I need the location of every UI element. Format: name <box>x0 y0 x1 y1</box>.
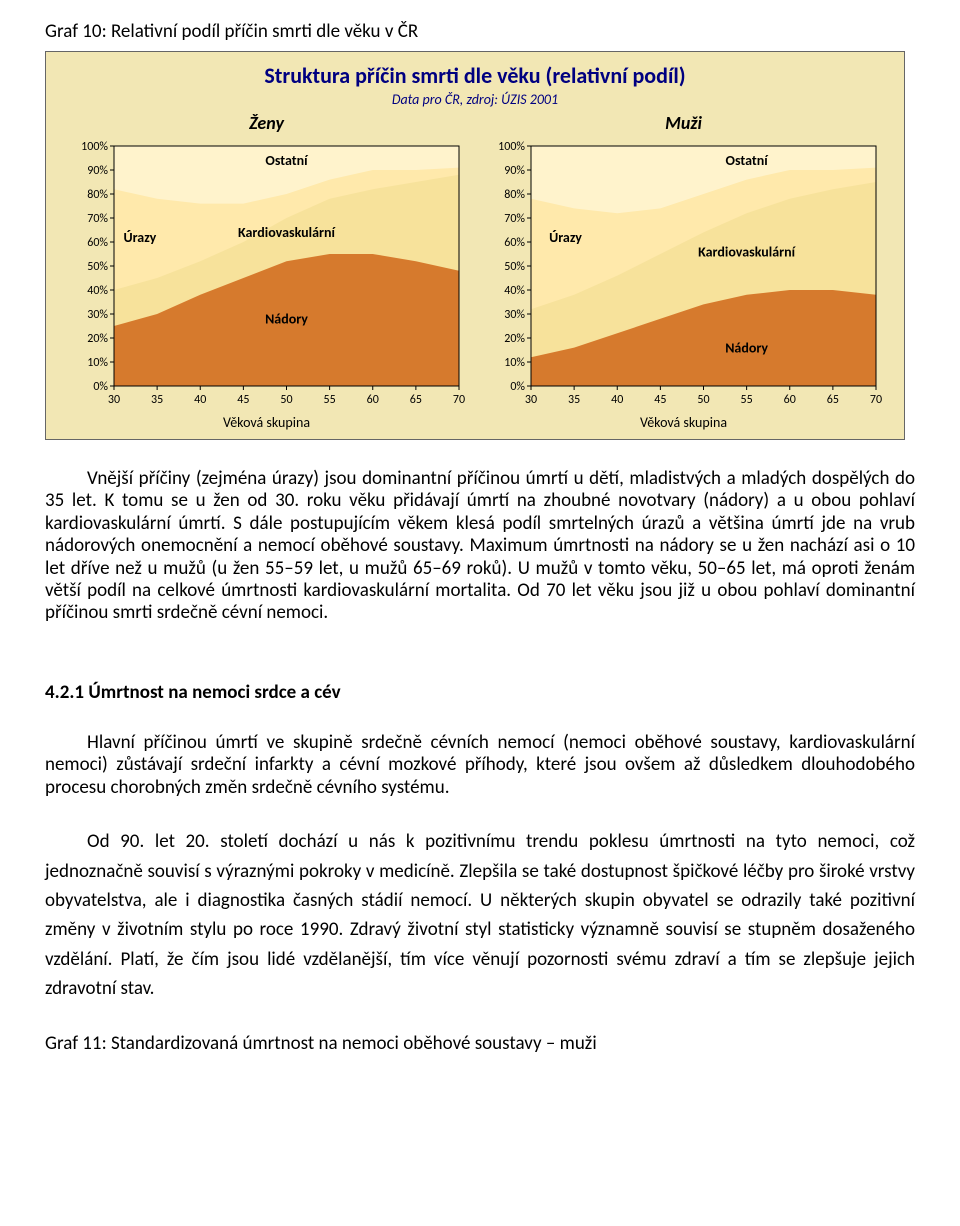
svg-text:60: 60 <box>367 393 379 407</box>
svg-text:55: 55 <box>324 393 336 407</box>
figure-title: Struktura příčin smrti dle věku (relativ… <box>56 62 894 89</box>
svg-text:10%: 10% <box>504 356 525 370</box>
svg-text:0%: 0% <box>93 380 108 394</box>
svg-text:35: 35 <box>151 393 163 407</box>
svg-text:65: 65 <box>827 393 839 407</box>
svg-text:90%: 90% <box>87 164 108 178</box>
svg-text:60%: 60% <box>87 236 108 250</box>
svg-text:30%: 30% <box>504 308 525 322</box>
series-label-ostatni: Ostatní <box>265 152 309 169</box>
svg-text:20%: 20% <box>87 332 108 346</box>
svg-text:35: 35 <box>568 393 580 407</box>
series-label-kardio: Kardiovaskulární <box>238 224 336 241</box>
series-label-nadory: Nádory <box>725 339 768 356</box>
svg-text:50: 50 <box>697 393 709 407</box>
svg-text:20%: 20% <box>504 332 525 346</box>
chart-panel: Ženy 0% 10% 20% 30% 40% 50% 60% 70% 80% 90% 100% 30 3… <box>64 112 469 431</box>
svg-text:40%: 40% <box>504 284 525 298</box>
stacked-area-chart: 0% 10% 20% 30% 40% 50% 60% 70% 80% 90% 100% 30 35 40 4… <box>64 136 469 416</box>
series-label-kardio: Kardiovaskulární <box>698 243 796 260</box>
series-label-nadory: Nádory <box>265 311 308 328</box>
svg-text:0%: 0% <box>510 380 525 394</box>
svg-text:70: 70 <box>870 393 882 407</box>
series-label-ostatni: Ostatní <box>726 152 770 169</box>
series-label-urazy: Úrazy <box>123 229 156 246</box>
svg-text:90%: 90% <box>504 164 525 178</box>
svg-text:60: 60 <box>784 393 796 407</box>
svg-text:55: 55 <box>741 393 753 407</box>
svg-text:100%: 100% <box>498 140 525 154</box>
figure-caption-top: Graf 10: Relativní podíl příčin smrti dl… <box>45 20 915 43</box>
body-paragraph-3: Od 90. let 20. století dochází u nás k p… <box>45 827 915 1004</box>
svg-text:80%: 80% <box>87 188 108 202</box>
body-paragraph-2: Hlavní příčinou úmrtí ve skupině srdečně… <box>45 732 915 799</box>
svg-text:40%: 40% <box>87 284 108 298</box>
stacked-area-chart: 0% 10% 20% 30% 40% 50% 60% 70% 80% 90% 100% 30 35 40 4… <box>481 136 886 416</box>
panel-title: Muži <box>481 112 886 134</box>
svg-text:40: 40 <box>194 393 206 407</box>
svg-text:80%: 80% <box>504 188 525 202</box>
svg-text:100%: 100% <box>81 140 108 154</box>
svg-text:30%: 30% <box>87 308 108 322</box>
svg-text:30: 30 <box>525 393 537 407</box>
svg-text:70%: 70% <box>504 212 525 226</box>
svg-text:70: 70 <box>453 393 465 407</box>
svg-text:50%: 50% <box>87 260 108 274</box>
svg-text:10%: 10% <box>87 356 108 370</box>
svg-text:50: 50 <box>280 393 292 407</box>
svg-text:45: 45 <box>237 393 249 407</box>
figure-subtitle: Data pro ČR, zdroj: ÚZIS 2001 <box>56 91 894 108</box>
svg-text:40: 40 <box>611 393 623 407</box>
body-paragraph-1: Vnější příčiny (zejména úrazy) jsou domi… <box>45 468 915 625</box>
svg-text:60%: 60% <box>504 236 525 250</box>
svg-text:70%: 70% <box>87 212 108 226</box>
stacked-area-figure: Struktura příčin smrti dle věku (relativ… <box>45 51 905 440</box>
svg-text:50%: 50% <box>504 260 525 274</box>
svg-text:45: 45 <box>654 393 666 407</box>
x-axis-title: Věková skupina <box>481 414 886 431</box>
panel-title: Ženy <box>64 112 469 134</box>
chart-panel: Muži 0% 10% 20% 30% 40% 50% 60% 70% 80% 90% 100% 30 3… <box>481 112 886 431</box>
x-axis-title: Věková skupina <box>64 414 469 431</box>
svg-text:30: 30 <box>108 393 120 407</box>
section-heading: 4.2.1 Úmrtnost na nemoci srdce a cév <box>45 681 915 704</box>
svg-text:65: 65 <box>410 393 422 407</box>
series-label-urazy: Úrazy <box>549 229 582 246</box>
figure-caption-bottom: Graf 11: Standardizovaná úmrtnost na nem… <box>45 1032 915 1055</box>
